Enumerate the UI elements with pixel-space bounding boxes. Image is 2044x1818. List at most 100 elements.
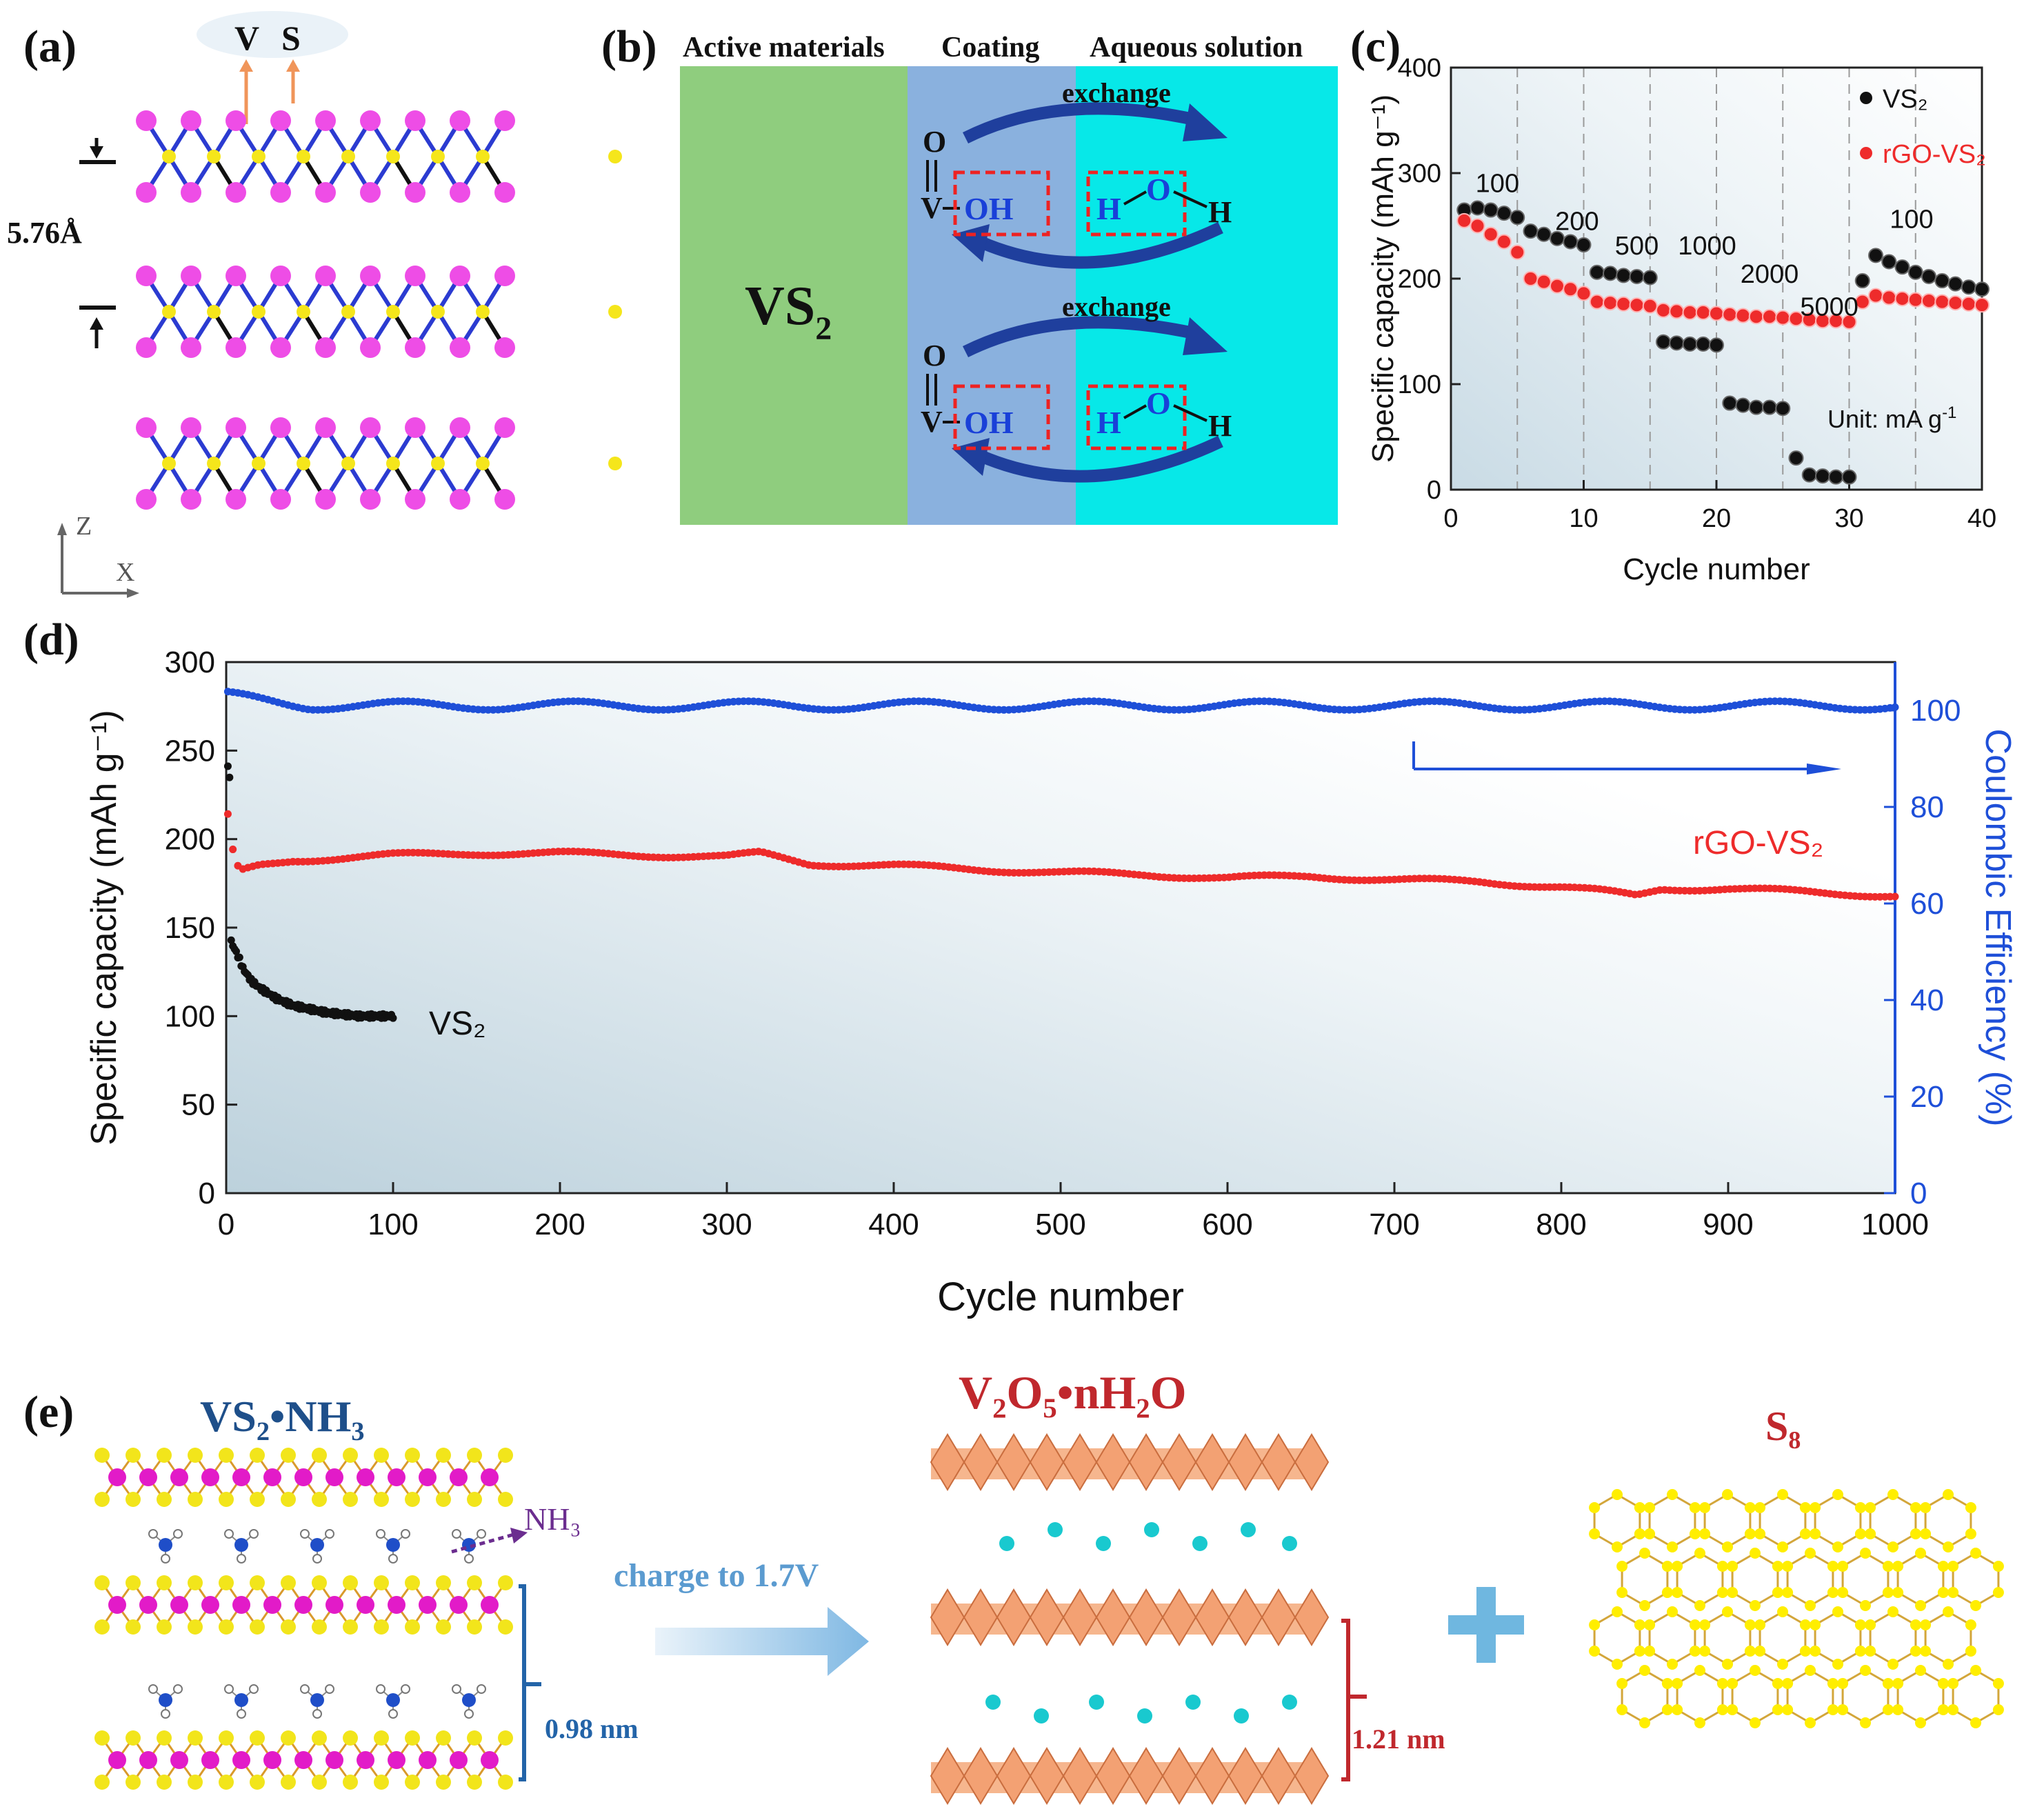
nitrogen-atom xyxy=(234,1538,248,1552)
s-atom xyxy=(270,417,291,438)
water-ion xyxy=(999,1536,1014,1551)
sulfur-atom xyxy=(374,1730,389,1746)
sulfur-atom xyxy=(281,1492,296,1507)
s-atom xyxy=(405,337,425,358)
vo-octahedron xyxy=(1128,1747,1164,1805)
y-tick-label: 50 xyxy=(181,1088,215,1122)
v-atom xyxy=(207,150,221,163)
sulfur-atom xyxy=(1689,1528,1701,1539)
y-tick-label: 150 xyxy=(165,911,215,945)
spacing-bracket-mid xyxy=(1341,1619,1350,1781)
rgo-vs2-point xyxy=(1934,294,1950,310)
v-atom xyxy=(386,150,400,163)
s-atom xyxy=(136,110,157,131)
axes-d: 0 100 200 300 400 500 600 700 800 900 100005010015… xyxy=(165,646,1961,1241)
sulfur-atom xyxy=(1965,1646,1976,1657)
sulfur-atom xyxy=(94,1619,110,1635)
sulfur-atom xyxy=(1920,1646,1932,1657)
sulfur-atom xyxy=(1634,1646,1645,1657)
vanadium-atom xyxy=(108,1751,126,1769)
sulfur-atom xyxy=(1865,1646,1876,1657)
sulfur-atom xyxy=(1860,1717,1871,1728)
sulfur-atom xyxy=(1694,1600,1705,1611)
sulfur-atom xyxy=(1892,1704,1904,1715)
vo-octahedron xyxy=(1294,1747,1330,1805)
sulfur-atom xyxy=(498,1775,513,1790)
axis-x-label: X xyxy=(116,558,134,587)
sulfur-atom xyxy=(1612,1541,1623,1552)
sulfur-atom xyxy=(436,1575,451,1590)
sulfur-atom xyxy=(1810,1502,1821,1513)
x-axis-label-d: Cycle number xyxy=(937,1275,1184,1319)
vo-octahedron xyxy=(1194,1747,1230,1805)
sulfur-atom xyxy=(1937,1704,1949,1715)
sulfur-atom xyxy=(1727,1678,1739,1689)
rgo-vs2-point xyxy=(1470,218,1485,234)
sulfur-atom xyxy=(1722,1541,1733,1552)
s8-ring xyxy=(1865,1606,1921,1670)
s-atom xyxy=(360,417,381,438)
h2o-box-top xyxy=(1086,170,1187,237)
vanadium-atom xyxy=(419,1751,437,1769)
sulfur-atom xyxy=(157,1575,172,1590)
nitrogen-atom xyxy=(310,1693,324,1707)
sulfur-atom xyxy=(1947,1561,1959,1572)
series-vs xyxy=(223,762,397,1022)
sulfur-atom xyxy=(1716,1587,1728,1598)
vs2-point xyxy=(1868,248,1883,263)
nitrogen-atom xyxy=(386,1538,400,1552)
sulfur-atom xyxy=(1727,1704,1739,1715)
oh-box-bottom xyxy=(953,384,1050,450)
vs2-point xyxy=(1536,226,1552,242)
v-atom xyxy=(207,305,221,319)
sulfur-atom xyxy=(1589,1619,1601,1630)
sulfur-atom xyxy=(467,1448,482,1463)
sulfur-atom xyxy=(1639,1717,1650,1728)
sulfur-atom xyxy=(343,1730,358,1746)
vanadium-atom xyxy=(419,1468,437,1486)
sulfur-atom xyxy=(467,1730,482,1746)
data-point xyxy=(223,762,232,770)
vo-octahedron xyxy=(930,1588,965,1646)
nh3-molecule xyxy=(300,1529,334,1564)
unit-note: Unit: mA g-1 xyxy=(1827,403,1956,433)
panel-a-layered-structure: V S 5.76Å Z X xyxy=(7,11,622,598)
s-atom xyxy=(270,182,291,203)
sulfur-atom xyxy=(1616,1678,1628,1689)
s8-ring xyxy=(1782,1548,1838,1611)
rate-label: 500 xyxy=(1615,232,1659,261)
s-atom xyxy=(181,489,201,510)
sulfur-atom xyxy=(94,1775,110,1790)
sulfur-atom xyxy=(250,1492,265,1507)
x-tick-label: 400 xyxy=(868,1208,919,1241)
hydrogen-atom xyxy=(312,1709,322,1719)
rate-label: 2000 xyxy=(1741,260,1799,289)
v2o5-sheet xyxy=(930,1747,1330,1805)
sulfur-atom xyxy=(157,1775,172,1790)
rgo-vs2-point xyxy=(1629,297,1645,313)
vs2-point xyxy=(1669,335,1685,351)
vs2-point xyxy=(1907,264,1923,280)
water-h2-bottom: H xyxy=(1208,409,1232,443)
sulfur-atom xyxy=(1754,1619,1766,1630)
sulfur-atom xyxy=(374,1775,389,1790)
nh3-molecule xyxy=(148,1529,183,1564)
sulfur-atom xyxy=(188,1730,203,1746)
rgo-vs2-point xyxy=(1748,309,1764,325)
vanadium-atom xyxy=(325,1468,343,1486)
s-atom xyxy=(181,110,201,131)
vo-octahedron xyxy=(1095,1433,1131,1491)
sulfur-atom xyxy=(498,1492,513,1507)
x-axis-label-c: Cycle number xyxy=(1623,552,1810,586)
sulfur-atom xyxy=(405,1575,420,1590)
y2-tick-label: 20 xyxy=(1910,1080,1944,1114)
s-atom xyxy=(315,110,336,131)
s-atom xyxy=(405,489,425,510)
vs2-point xyxy=(1841,469,1857,485)
y-tick-label: 100 xyxy=(1398,370,1441,399)
x-tick-label: 600 xyxy=(1202,1208,1252,1241)
hydrogen-atom xyxy=(173,1684,183,1694)
sulfur-atom xyxy=(1887,1489,1898,1500)
y-tick-label: 200 xyxy=(165,823,215,857)
title-v2o5: V₂O₅•nH₂O xyxy=(959,1366,1187,1419)
